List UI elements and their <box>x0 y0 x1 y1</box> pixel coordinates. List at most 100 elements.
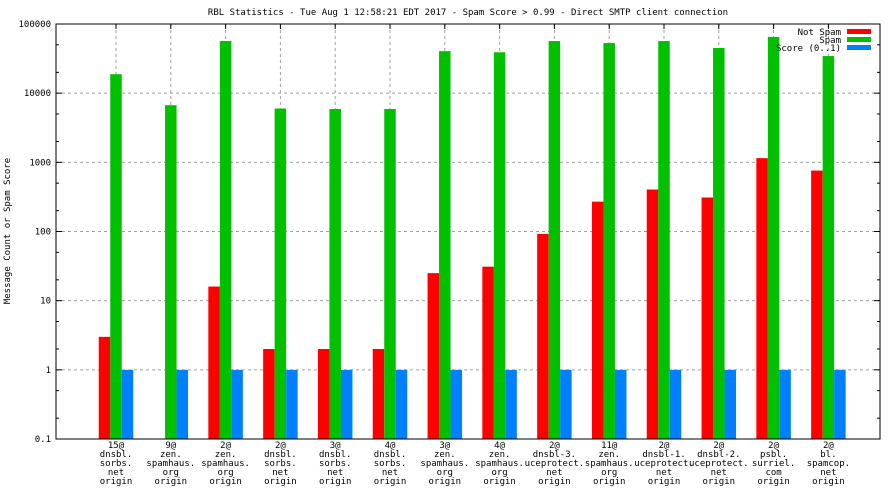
x-tick-label: spamhaus. <box>585 459 634 469</box>
x-tick-label: dnsbl. <box>319 450 352 460</box>
bar-score-0-1 <box>669 369 682 439</box>
x-tick-label: 2@ <box>713 441 724 451</box>
legend-swatch-score-0-1 <box>847 45 871 50</box>
bar-not-spam <box>98 336 111 439</box>
x-tick-label: org <box>601 468 617 478</box>
bar-not-spam <box>317 349 330 439</box>
bar-score-0-1 <box>176 369 189 439</box>
bar-spam <box>603 43 615 439</box>
bar-score-0-1 <box>340 369 353 439</box>
bar-spam <box>713 47 725 439</box>
bars <box>98 36 846 440</box>
chart-title: RBL Statistics - Tue Aug 1 12:58:21 EDT … <box>208 8 728 18</box>
x-tick-label: origin <box>593 477 626 487</box>
bar-spam <box>822 56 835 439</box>
y-axis-ticks: 0.1 1 10 100 1000 10000 100000 <box>18 20 880 445</box>
legend-label-score-0-1: Score (0..1) <box>776 44 841 54</box>
legend-label-not-spam: Not Spam <box>798 28 841 38</box>
y-tick-label: 0.1 <box>35 435 51 445</box>
x-tick-label: origin <box>155 477 188 487</box>
x-tick-label: net <box>382 468 398 478</box>
x-tick-label: spamhaus. <box>475 459 524 469</box>
bar-score-0-1 <box>395 369 408 439</box>
x-tick-label: origin <box>648 477 681 487</box>
x-tick-label: spamhaus. <box>146 459 195 469</box>
y-tick-label: 10000 <box>24 89 51 99</box>
x-tick-label: org <box>491 468 507 478</box>
bar-score-0-1 <box>560 369 572 439</box>
bar-spam <box>767 36 780 440</box>
x-tick-label: origin <box>703 477 736 487</box>
x-tick-label: origin <box>209 477 242 487</box>
x-tick-label: org <box>217 468 233 478</box>
x-tick-label: uceprotect. <box>689 459 749 469</box>
x-tick-label: net <box>108 468 124 478</box>
x-tick-label: origin <box>757 477 790 487</box>
x-tick-label: net <box>272 468 288 478</box>
x-tick-label: sorbs. <box>374 459 407 469</box>
x-tick-label: origin <box>812 477 845 487</box>
x-tick-label: spamhaus. <box>201 459 250 469</box>
x-tick-label: psbl. <box>760 450 787 460</box>
x-tick-label: origin <box>374 477 407 487</box>
x-tick-label: zen. <box>434 450 456 460</box>
bar-score-0-1 <box>505 369 517 439</box>
x-tick-label: dnsbl. <box>100 450 133 460</box>
bar-not-spam <box>482 266 494 439</box>
x-tick-label: uceprotect. <box>525 459 585 469</box>
x-tick-label: zen. <box>489 450 511 460</box>
x-tick-label: 2@ <box>220 441 231 451</box>
x-tick-label: dnsbl-1. <box>642 450 685 460</box>
x-tick-label: spamhaus. <box>420 459 469 469</box>
bar-spam <box>329 109 341 440</box>
bar-score-0-1 <box>450 369 463 439</box>
x-tick-label: org <box>437 468 453 478</box>
bar-not-spam <box>537 234 549 439</box>
x-tick-label: dnsbl. <box>374 450 407 460</box>
y-tick-label: 100 <box>35 228 51 238</box>
x-tick-label: origin <box>429 477 462 487</box>
bar-spam <box>439 51 451 439</box>
x-tick-label: surriel. <box>752 459 795 469</box>
bar-score-0-1 <box>614 369 627 439</box>
y-tick-label: 1000 <box>29 158 51 168</box>
x-tick-label: net <box>327 468 343 478</box>
x-tick-label: org <box>163 468 179 478</box>
x-tick-label: sorbs. <box>319 459 352 469</box>
x-tick-label: 2@ <box>275 441 286 451</box>
x-tick-label: bl. <box>820 450 836 460</box>
x-tick-label: origin <box>538 477 571 487</box>
bar-score-0-1 <box>779 369 791 439</box>
bar-spam <box>274 108 287 440</box>
x-tick-label: uceprotect. <box>634 459 694 469</box>
x-tick-label: net <box>656 468 672 478</box>
bar-not-spam <box>591 201 604 439</box>
x-tick-label: 9@ <box>165 441 176 451</box>
x-tick-label: 11@ <box>601 441 618 451</box>
x-tick-label: origin <box>264 477 297 487</box>
bar-not-spam <box>372 349 385 439</box>
x-tick-label: 15@ <box>108 441 125 451</box>
bar-spam <box>384 109 396 440</box>
legend-swatch-spam <box>847 37 871 42</box>
x-tick-label: net <box>711 468 727 478</box>
x-tick-label: 3@ <box>439 441 450 451</box>
x-tick-label: com <box>765 468 781 478</box>
legend-label-spam: Spam <box>819 36 841 46</box>
bar-not-spam <box>263 349 275 439</box>
bar-not-spam <box>208 286 220 439</box>
bar-not-spam <box>646 189 659 439</box>
x-tick-label: 3@ <box>330 441 341 451</box>
x-tick-label: net <box>820 468 836 478</box>
x-tick-label: origin <box>483 477 516 487</box>
bar-score-0-1 <box>286 369 298 439</box>
x-tick-label: origin <box>319 477 352 487</box>
bar-score-0-1 <box>834 369 846 439</box>
bar-spam <box>110 74 122 440</box>
x-tick-label: sorbs. <box>264 459 297 469</box>
x-tick-label: zen. <box>215 450 237 460</box>
x-tick-label: sorbs. <box>100 459 133 469</box>
bar-not-spam <box>427 273 440 439</box>
